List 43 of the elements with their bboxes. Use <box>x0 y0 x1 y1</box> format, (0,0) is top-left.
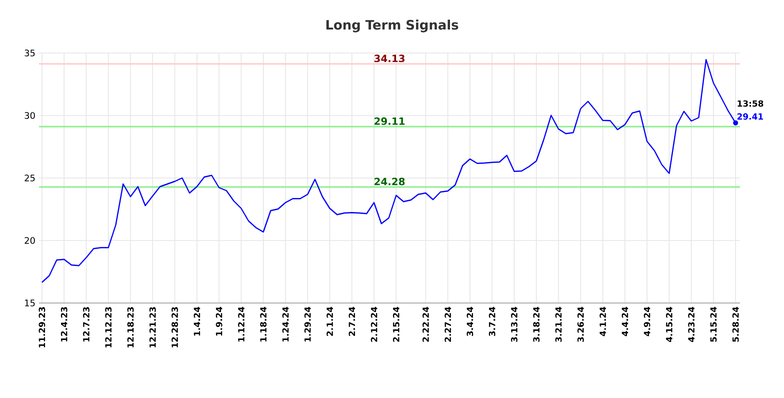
ref-line-label: 34.13 <box>374 54 404 62</box>
x-tick-label: 2.27.24 <box>444 306 451 342</box>
x-tick-label: 2.15.24 <box>392 306 400 342</box>
x-tick-label: 12.21.23 <box>149 307 156 348</box>
x-tick-label: 3.13.24 <box>511 306 518 342</box>
chart-title: Long Term Signals <box>326 20 458 32</box>
x-tick-label: 1.24.24 <box>282 306 289 342</box>
x-tick-label: 1.29.24 <box>304 306 311 342</box>
annotation: 29.41 <box>737 113 763 120</box>
x-tick-label: 2.12.24 <box>370 306 378 342</box>
x-tick-label: 1.12.24 <box>238 306 244 342</box>
x-tick-label: 4.9.24 <box>644 306 650 336</box>
x-tick-label: 12.18.23 <box>127 307 134 348</box>
x-tick-label: 12.28.23 <box>172 307 178 348</box>
x-tick-label: 4.15.24 <box>666 306 672 342</box>
ref-line-label: 24.28 <box>374 178 405 186</box>
x-tick-label: 4.23.24 <box>688 306 695 342</box>
x-tick-label: 3.26.24 <box>577 306 584 342</box>
y-tick-label: 35 <box>24 50 35 56</box>
x-tick-label: 3.18.24 <box>533 306 540 342</box>
x-tick-label: 12.7.23 <box>83 307 90 342</box>
x-tick-label: 5.15.24 <box>710 306 717 342</box>
y-tick-label: 30 <box>24 112 35 119</box>
x-tick-label: 4.4.24 <box>622 306 628 336</box>
x-tick-label: 12.4.23 <box>60 307 68 342</box>
x-tick-label: 2.22.24 <box>422 306 429 342</box>
ref-line-label: 29.11 <box>374 117 405 125</box>
x-tick-label: 1.4.24 <box>194 306 200 336</box>
y-tick-label: 20 <box>24 237 35 244</box>
x-tick-label: 12.12.23 <box>105 307 112 348</box>
x-tick-label: 1.9.24 <box>216 306 222 336</box>
x-tick-label: 2.1.24 <box>326 306 333 336</box>
x-tick-label: 4.1.24 <box>600 306 606 336</box>
x-tick-label: 3.21.24 <box>555 306 562 342</box>
x-tick-label: 5.28.24 <box>732 306 739 342</box>
x-tick-label: 2.7.24 <box>348 306 356 336</box>
x-tick-label: 3.7.24 <box>488 306 496 336</box>
x-tick-label: 1.18.24 <box>260 306 267 342</box>
x-tick-label: 3.4.24 <box>466 306 474 336</box>
y-tick-label: 15 <box>25 300 35 306</box>
y-tick-label: 25 <box>24 174 35 182</box>
annotation: 13:58 <box>738 100 764 107</box>
x-tick-label: 11.29.23 <box>38 307 46 348</box>
